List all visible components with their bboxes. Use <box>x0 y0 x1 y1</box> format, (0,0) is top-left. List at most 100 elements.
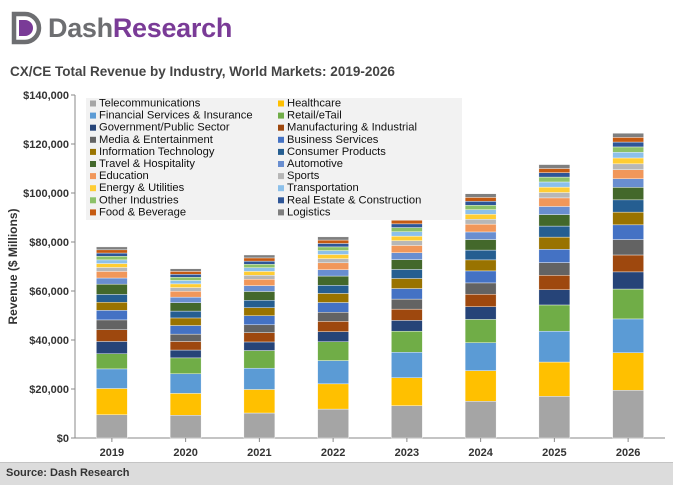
bar-segment <box>391 330 423 353</box>
bar-segment <box>243 291 276 301</box>
bar-segment <box>391 219 423 225</box>
bar-segment <box>612 211 644 226</box>
x-tick-label: 2019 <box>100 447 124 459</box>
bar-segment <box>243 271 276 276</box>
bar-segment <box>96 259 128 264</box>
bar-segment <box>464 401 497 439</box>
source-note: Source: Dash Research <box>6 467 130 479</box>
bar-segment <box>538 304 571 332</box>
bar-segment <box>464 270 497 284</box>
legend-swatch <box>278 136 284 143</box>
legend-swatch <box>90 136 96 143</box>
bar-segment <box>169 325 202 335</box>
legend-swatch <box>278 124 284 131</box>
bar-segment <box>391 320 423 332</box>
bar-segment <box>317 254 349 259</box>
bar-segment <box>464 259 497 272</box>
bar-segment <box>169 271 202 275</box>
bar-segment <box>391 298 423 310</box>
bar-segment <box>612 137 644 143</box>
bar-segment <box>538 186 571 193</box>
bar-segment <box>391 269 423 279</box>
bar-segment <box>243 412 276 439</box>
y-tick-label: $100,000 <box>23 188 69 200</box>
bar-segment <box>612 288 644 320</box>
bar-segment <box>169 283 202 288</box>
x-tick-label: 2022 <box>321 447 345 459</box>
legend-label: Education <box>99 170 149 182</box>
bar-segment <box>243 267 276 272</box>
legend-swatch <box>278 197 284 204</box>
bar-segment <box>464 201 497 206</box>
x-tick-label: 2021 <box>247 447 271 459</box>
legend-swatch <box>90 173 96 180</box>
bar-segment <box>538 214 571 227</box>
bar-segment <box>612 178 644 188</box>
x-tick-label: 2020 <box>173 447 197 459</box>
bar-segment <box>317 360 349 385</box>
y-tick-label: $120,000 <box>23 139 69 151</box>
x-tick-label: 2024 <box>468 447 493 459</box>
bar-segment <box>169 333 202 342</box>
bar-segment <box>538 176 571 183</box>
bar-segment <box>169 296 202 303</box>
bar-segment <box>464 239 497 251</box>
bar-segment <box>391 223 423 228</box>
footer: Source: Dash Research <box>0 462 673 485</box>
bar-segment <box>612 239 644 256</box>
y-tick-label: $20,000 <box>29 384 69 396</box>
legend-swatch <box>90 100 96 107</box>
bar-segment <box>169 415 202 439</box>
bar-segment <box>243 341 276 351</box>
bar-segment <box>243 332 276 343</box>
bar-segment <box>243 389 276 414</box>
legend-swatch <box>278 185 284 192</box>
bar-segment <box>243 260 276 265</box>
legend-box <box>86 98 462 220</box>
legend-swatch <box>90 148 96 155</box>
bar-segment <box>317 250 349 255</box>
dash-research-logo-icon <box>11 11 42 45</box>
bar-segment <box>612 318 644 353</box>
bar-segment <box>538 168 571 173</box>
bar-segment <box>243 350 276 369</box>
bar-segment <box>243 315 276 326</box>
legend-label: Sports <box>287 170 320 182</box>
bar-segment <box>612 254 644 273</box>
bar-segment <box>612 390 644 439</box>
bar-segment <box>391 231 423 237</box>
legend-label: Information Technology <box>99 146 215 158</box>
bar-segment <box>538 262 571 276</box>
bar-segment <box>538 181 571 188</box>
bar-segment <box>464 306 497 320</box>
y-tick-label: $140,000 <box>23 90 69 102</box>
bar-segment <box>317 408 349 439</box>
legend-label: Healthcare <box>287 98 341 110</box>
legend-label: Travel & Hospitality <box>99 158 195 170</box>
bar-segment <box>538 275 571 290</box>
bar-segment <box>391 405 423 439</box>
bar-segment <box>96 329 128 342</box>
bar-segment <box>464 293 497 307</box>
bar-segment <box>391 278 423 289</box>
x-tick-label: 2023 <box>395 447 419 459</box>
y-tick-label: $40,000 <box>29 335 69 347</box>
bar-segment <box>612 169 644 179</box>
bar-segment <box>317 293 349 303</box>
legend-label: Retail/eTail <box>287 110 342 122</box>
legend-label: Automotive <box>287 158 343 170</box>
bar-segment <box>169 349 202 359</box>
bar-segment <box>96 310 128 321</box>
bar-segment <box>243 254 276 259</box>
bar-segment <box>317 383 349 410</box>
bar-segment <box>243 367 276 390</box>
bar-segment <box>96 256 128 261</box>
bar-segment <box>317 236 349 241</box>
legend-swatch <box>90 112 96 119</box>
bar-segment <box>317 275 349 286</box>
bar-segment <box>538 361 571 397</box>
y-tick-label: $0 <box>57 433 69 445</box>
bar-segment <box>612 152 644 159</box>
bar-segment <box>612 271 644 290</box>
bar-segment <box>464 282 497 295</box>
